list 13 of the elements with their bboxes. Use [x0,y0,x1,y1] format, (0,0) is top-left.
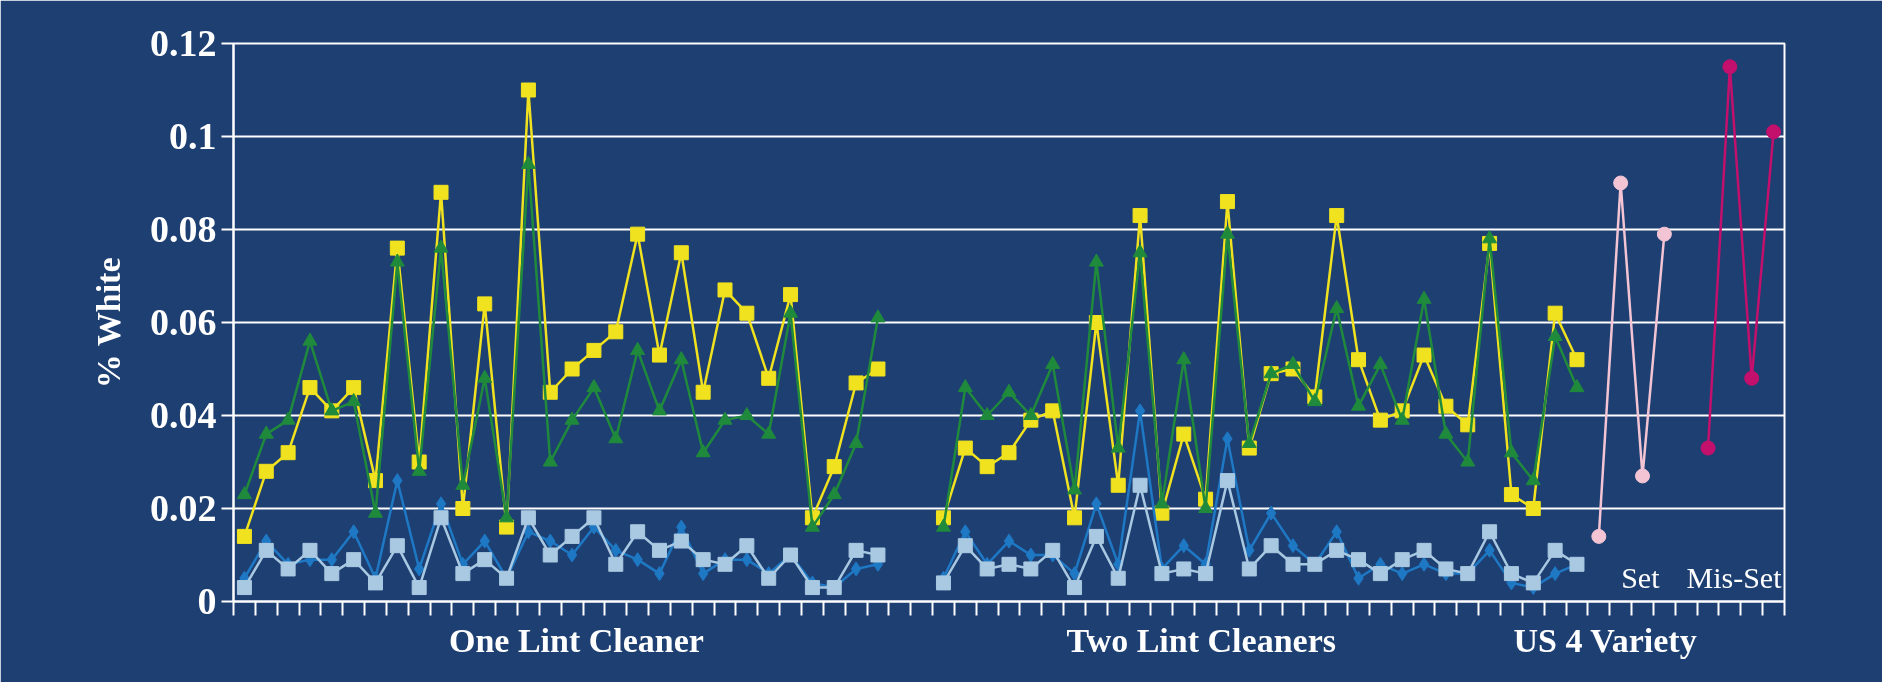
text: US 4 Variety [1513,621,1697,659]
y-tick-label: 0.08 [150,208,217,250]
y-axis-title: % White [90,257,127,389]
y-tick-label: 0.04 [150,394,217,436]
annotation: Set [1621,560,1661,594]
y-tick-label: 0.1 [169,115,217,157]
y-tick-label: 0.02 [150,487,217,529]
text: One Lint Cleaner [448,621,704,659]
text: Two Lint Cleaners [1066,621,1336,659]
annotation: Mis-Set [1686,560,1783,594]
y-tick-label: 0.12 [150,22,217,64]
y-tick-label: 0.06 [150,301,217,343]
y-tick-label: 0 [197,580,217,622]
